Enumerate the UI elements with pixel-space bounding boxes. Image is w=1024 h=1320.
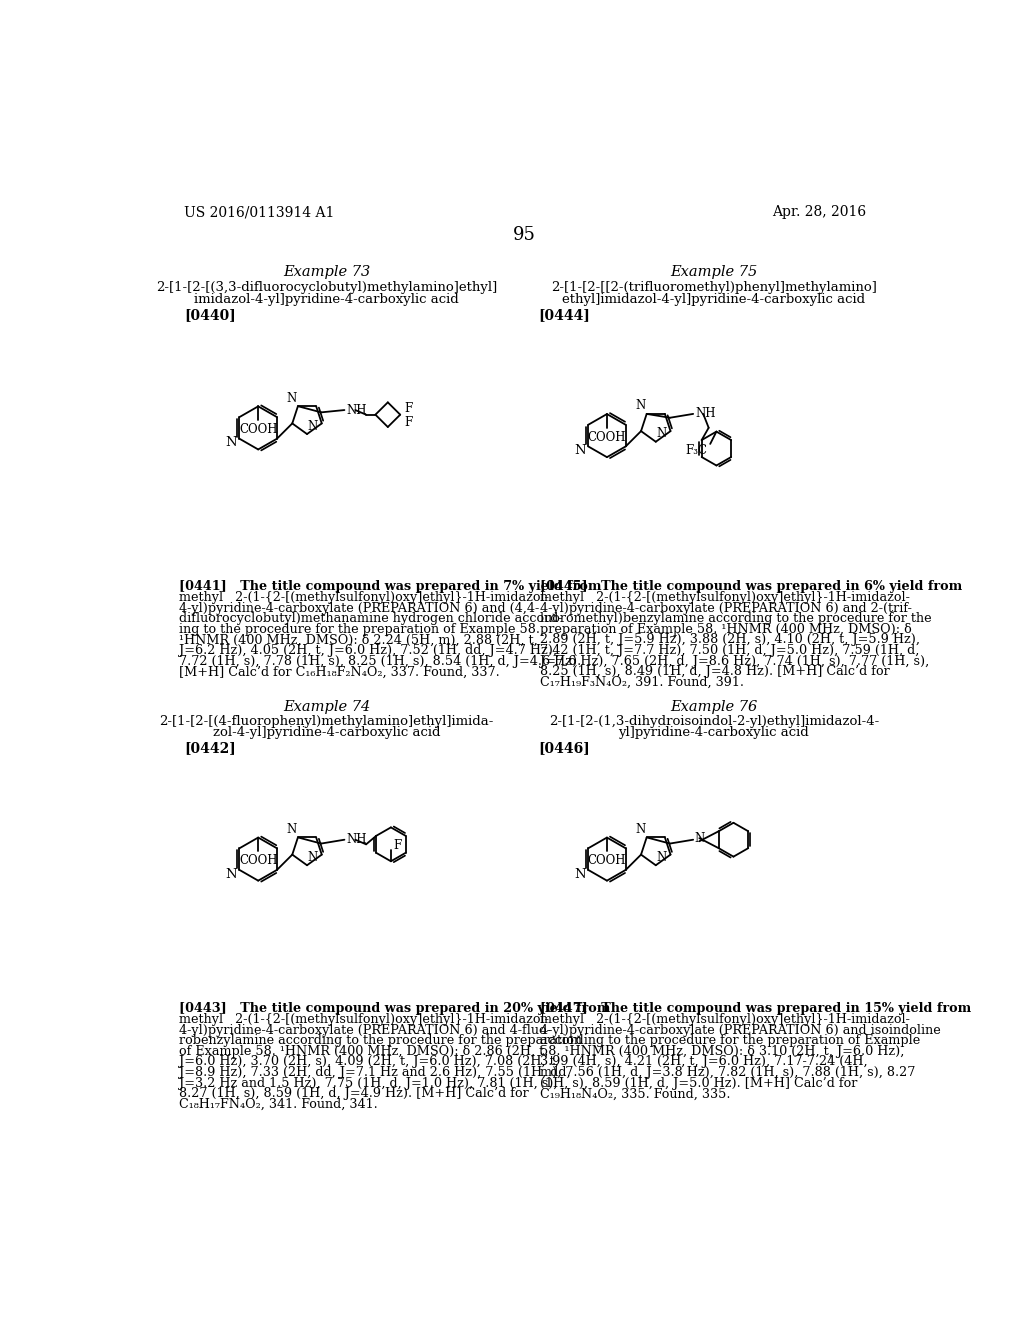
Text: N: N bbox=[636, 822, 646, 836]
Text: of Example 58. ¹HNMR (400 MHz, DMSO): δ 2.86 (2H, t,: of Example 58. ¹HNMR (400 MHz, DMSO): δ … bbox=[179, 1045, 549, 1057]
Text: J=3.2 Hz and 1.5 Hz), 7.75 (1H, d, J=1.0 Hz), 7.81 (1H, s),: J=3.2 Hz and 1.5 Hz), 7.75 (1H, d, J=1.0… bbox=[179, 1077, 558, 1090]
Text: ¹HNMR (400 MHz, DMSO): δ 2.24 (5H, m), 2.88 (2H, t,: ¹HNMR (400 MHz, DMSO): δ 2.24 (5H, m), 2… bbox=[179, 634, 538, 647]
Text: J=6.0 Hz), 3.70 (2H, s), 4.09 (2H, t, J=6.0 Hz), 7.08 (2H, t,: J=6.0 Hz), 3.70 (2H, s), 4.09 (2H, t, J=… bbox=[179, 1056, 559, 1068]
Text: N: N bbox=[287, 822, 297, 836]
Text: F: F bbox=[404, 403, 413, 414]
Text: luoromethyl)benzylamine according to the procedure for the: luoromethyl)benzylamine according to the… bbox=[541, 612, 932, 626]
Text: ethyl]imidazol-4-yl]pyridine-4-carboxylic acid: ethyl]imidazol-4-yl]pyridine-4-carboxyli… bbox=[562, 293, 865, 306]
Text: 8.27 (1H, s), 8.59 (1H, d, J=4.9 Hz). [M+H] Calc’d for: 8.27 (1H, s), 8.59 (1H, d, J=4.9 Hz). [M… bbox=[179, 1088, 529, 1101]
Text: 8.25 (1H, s), 8.49 (1H, d, J=4.8 Hz). [M+H] Calc’d for: 8.25 (1H, s), 8.49 (1H, d, J=4.8 Hz). [M… bbox=[541, 665, 890, 678]
Text: 4-yl)pyridine-4-carboxylate (PREPARATION 6) and (4,4-: 4-yl)pyridine-4-carboxylate (PREPARATION… bbox=[179, 602, 540, 615]
Text: methyl   2-(1-{2-[(methylsulfonyl)oxy]ethyl}-1H-imidazol-: methyl 2-(1-{2-[(methylsulfonyl)oxy]ethy… bbox=[179, 1012, 549, 1026]
Text: F: F bbox=[404, 416, 413, 429]
Text: N: N bbox=[225, 437, 238, 449]
Text: 3.99 (4H, s), 4.21 (2H, t, J=6.0 Hz), 7.17-7.24 (4H,: 3.99 (4H, s), 4.21 (2H, t, J=6.0 Hz), 7.… bbox=[541, 1056, 868, 1068]
Text: COOH: COOH bbox=[588, 430, 627, 444]
Text: 4-yl)pyridine-4-carboxylate (PREPARATION 6) and 4-fluo-: 4-yl)pyridine-4-carboxylate (PREPARATION… bbox=[179, 1023, 551, 1036]
Text: N: N bbox=[574, 444, 586, 457]
Text: 58. ¹HNMR (400 MHz, DMSO): δ 3.10 (2H, t, J=6.0 Hz),: 58. ¹HNMR (400 MHz, DMSO): δ 3.10 (2H, t… bbox=[541, 1045, 904, 1057]
Text: J=8.9 Hz), 7.33 (2H, dd, J=7.1 Hz and 2.6 Hz), 7.55 (1H, dd,: J=8.9 Hz), 7.33 (2H, dd, J=7.1 Hz and 2.… bbox=[179, 1067, 570, 1078]
Text: Example 76: Example 76 bbox=[671, 700, 758, 714]
Text: NH: NH bbox=[347, 833, 368, 846]
Text: COOH: COOH bbox=[588, 854, 627, 867]
Text: 2-[1-[2-[[2-(trifluoromethyl)phenyl]methylamino]: 2-[1-[2-[[2-(trifluoromethyl)phenyl]meth… bbox=[551, 281, 877, 294]
Text: N: N bbox=[574, 867, 586, 880]
Text: N: N bbox=[636, 400, 646, 412]
Text: 7.42 (1H, t, J=7.7 Hz), 7.50 (1H, d, J=5.0 Hz), 7.59 (1H, d,: 7.42 (1H, t, J=7.7 Hz), 7.50 (1H, d, J=5… bbox=[541, 644, 920, 657]
Text: imidazol-4-yl]pyridine-4-carboxylic acid: imidazol-4-yl]pyridine-4-carboxylic acid bbox=[194, 293, 459, 306]
Text: 2.89 (2H, t, J=5.9 Hz), 3.88 (2H, s), 4.10 (2H, t, J=5.9 Hz),: 2.89 (2H, t, J=5.9 Hz), 3.88 (2H, s), 4.… bbox=[541, 634, 921, 647]
Text: methyl   2-(1-{2-[(methylsulfonyl)oxy]ethyl}-1H-imidazol-: methyl 2-(1-{2-[(methylsulfonyl)oxy]ethy… bbox=[541, 1012, 910, 1026]
Text: 2-[1-[2-(1,3-dihydroisoindol-2-yl)ethyl]imidazol-4-: 2-[1-[2-(1,3-dihydroisoindol-2-yl)ethyl]… bbox=[549, 714, 879, 727]
Text: Example 74: Example 74 bbox=[283, 700, 370, 714]
Text: ing to the procedure for the preparation of Example 58.: ing to the procedure for the preparation… bbox=[179, 623, 540, 636]
Text: N: N bbox=[656, 428, 667, 441]
Text: [0441]   The title compound was prepared in 7% yield from: [0441] The title compound was prepared i… bbox=[179, 581, 602, 594]
Text: robenzylamine according to the procedure for the preparation: robenzylamine according to the procedure… bbox=[179, 1034, 583, 1047]
Text: difluorocyclobutyl)methanamine hydrogen chloride accord-: difluorocyclobutyl)methanamine hydrogen … bbox=[179, 612, 563, 626]
Text: 7.72 (1H, s), 7.78 (1H, s), 8.25 (1H, s), 8.54 (1H, d, J=4.6 Hz).: 7.72 (1H, s), 7.78 (1H, s), 8.25 (1H, s)… bbox=[179, 655, 582, 668]
Text: [M+H] Calc’d for C₁₆H₁₈F₂N₄O₂, 337. Found, 337.: [M+H] Calc’d for C₁₆H₁₈F₂N₄O₂, 337. Foun… bbox=[179, 665, 500, 678]
Text: US 2016/0113914 A1: US 2016/0113914 A1 bbox=[183, 206, 334, 219]
Text: Example 75: Example 75 bbox=[671, 265, 758, 280]
Text: 4-yl)pyridine-4-carboxylate (PREPARATION 6) and isoindoline: 4-yl)pyridine-4-carboxylate (PREPARATION… bbox=[541, 1023, 941, 1036]
Text: [0444]: [0444] bbox=[539, 309, 591, 322]
Text: according to the procedure for the preparation of Example: according to the procedure for the prepa… bbox=[541, 1034, 921, 1047]
Text: Apr. 28, 2016: Apr. 28, 2016 bbox=[772, 206, 866, 219]
Text: yl]pyridine-4-carboxylic acid: yl]pyridine-4-carboxylic acid bbox=[618, 726, 809, 739]
Text: [0446]: [0446] bbox=[539, 742, 591, 755]
Text: (1H, s), 8.59 (1H, d, J=5.0 Hz). [M+H] Calc’d for: (1H, s), 8.59 (1H, d, J=5.0 Hz). [M+H] C… bbox=[541, 1077, 858, 1090]
Text: methyl   2-(1-{2-[(methylsulfonyl)oxy]ethyl}-1H-imidazol-: methyl 2-(1-{2-[(methylsulfonyl)oxy]ethy… bbox=[541, 591, 910, 605]
Text: C₁₇H₁₉F₃N₄O₂, 391. Found, 391.: C₁₇H₁₉F₃N₄O₂, 391. Found, 391. bbox=[541, 676, 744, 689]
Text: [0443]   The title compound was prepared in 20% yield from: [0443] The title compound was prepared i… bbox=[179, 1002, 610, 1015]
Text: COOH: COOH bbox=[239, 854, 278, 867]
Text: zol-4-yl]pyridine-4-carboxylic acid: zol-4-yl]pyridine-4-carboxylic acid bbox=[213, 726, 440, 739]
Text: NH: NH bbox=[347, 404, 368, 417]
Text: [0440]: [0440] bbox=[183, 309, 236, 322]
Text: N: N bbox=[656, 850, 667, 863]
Text: 2-[1-[2-[(3,3-difluorocyclobutyl)methylamino]ethyl]: 2-[1-[2-[(3,3-difluorocyclobutyl)methyla… bbox=[156, 281, 497, 294]
Text: F: F bbox=[393, 840, 401, 853]
Text: 4-yl)pyridine-4-carboxylate (PREPARATION 6) and 2-(trif-: 4-yl)pyridine-4-carboxylate (PREPARATION… bbox=[541, 602, 912, 615]
Text: N: N bbox=[287, 392, 297, 405]
Text: 2-[1-[2-[(4-fluorophenyl)methylamino]ethyl]imida-: 2-[1-[2-[(4-fluorophenyl)methylamino]eth… bbox=[159, 714, 494, 727]
Text: NH: NH bbox=[695, 408, 716, 420]
Text: [0445]   The title compound was prepared in 6% yield from: [0445] The title compound was prepared i… bbox=[541, 581, 963, 594]
Text: J=6.2 Hz), 4.05 (2H, t, J=6.0 Hz), 7.52 (1H, dd, J=4.7 Hz),: J=6.2 Hz), 4.05 (2H, t, J=6.0 Hz), 7.52 … bbox=[179, 644, 557, 657]
Text: m), 7.56 (1H, d, J=3.8 Hz), 7.82 (1H, s), 7.88 (1H, s), 8.27: m), 7.56 (1H, d, J=3.8 Hz), 7.82 (1H, s)… bbox=[541, 1067, 915, 1078]
Text: N: N bbox=[694, 833, 705, 845]
Text: COOH: COOH bbox=[239, 424, 278, 437]
Text: J=7.6 Hz), 7.65 (2H, d, J=8.6 Hz), 7.74 (1H, s), 7.77 (1H, s),: J=7.6 Hz), 7.65 (2H, d, J=8.6 Hz), 7.74 … bbox=[541, 655, 930, 668]
Text: N: N bbox=[308, 420, 318, 433]
Text: Example 73: Example 73 bbox=[283, 265, 370, 280]
Text: N: N bbox=[308, 850, 318, 863]
Text: methyl   2-(1-{2-[(methylsulfonyl)oxy]ethyl}-1H-imidazol-: methyl 2-(1-{2-[(methylsulfonyl)oxy]ethy… bbox=[179, 591, 549, 605]
Text: C₁₈H₁₇FN₄O₂, 341. Found, 341.: C₁₈H₁₇FN₄O₂, 341. Found, 341. bbox=[179, 1098, 378, 1111]
Text: [0442]: [0442] bbox=[183, 742, 236, 755]
Text: 95: 95 bbox=[513, 227, 537, 244]
Text: N: N bbox=[225, 867, 238, 880]
Text: C₁₉H₁₈N₄O₂, 335. Found, 335.: C₁₉H₁₈N₄O₂, 335. Found, 335. bbox=[541, 1088, 731, 1101]
Text: preparation of Example 58. ¹HNMR (400 MHz, DMSO): δ: preparation of Example 58. ¹HNMR (400 MH… bbox=[541, 623, 912, 636]
Text: [0447]   The title compound was prepared in 15% yield from: [0447] The title compound was prepared i… bbox=[541, 1002, 972, 1015]
Text: F₃C: F₃C bbox=[685, 444, 708, 457]
